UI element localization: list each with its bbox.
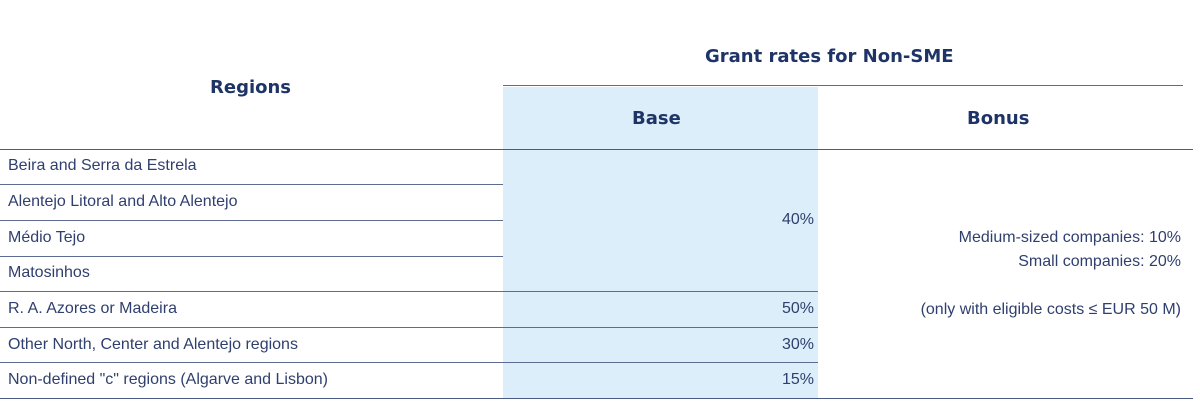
row-divider	[0, 220, 503, 221]
row-divider	[0, 362, 818, 363]
region-cell: R. A. Azores or Madeira	[8, 300, 177, 317]
base-column-background	[503, 87, 818, 398]
row-divider	[0, 256, 503, 257]
bonus-eligibility-note: (only with eligible costs ≤ EUR 50 M)	[920, 301, 1181, 318]
region-cell: Other North, Center and Alentejo regions	[8, 336, 298, 353]
row-divider	[0, 327, 818, 328]
row-divider	[0, 291, 818, 292]
header-regions: Regions	[210, 77, 292, 98]
region-cell: Beira and Serra da Estrela	[8, 157, 197, 174]
region-cell: Non-defined "c" regions (Algarve and Lis…	[8, 371, 328, 388]
row-divider	[0, 184, 503, 185]
header-base: Base	[632, 108, 681, 129]
region-cell: Médio Tejo	[8, 229, 86, 246]
table-bottom-rule	[0, 398, 1193, 399]
region-cell: Alentejo Litoral and Alto Alentejo	[8, 193, 238, 210]
base-value-cell: 40%	[781, 211, 814, 228]
header-grant-rates-group: Grant rates for Non-SME	[705, 46, 954, 67]
base-value-cell: 30%	[781, 336, 814, 353]
header-bottom-rule	[0, 149, 1193, 150]
header-bonus: Bonus	[967, 108, 1030, 129]
bonus-small-companies: Small companies: 20%	[1018, 253, 1181, 270]
base-value-cell: 50%	[781, 300, 814, 317]
group-header-underline	[503, 85, 1183, 86]
base-value-cell: 15%	[781, 371, 814, 388]
region-cell: Matosinhos	[8, 264, 90, 281]
bonus-medium-companies: Medium-sized companies: 10%	[958, 229, 1181, 246]
